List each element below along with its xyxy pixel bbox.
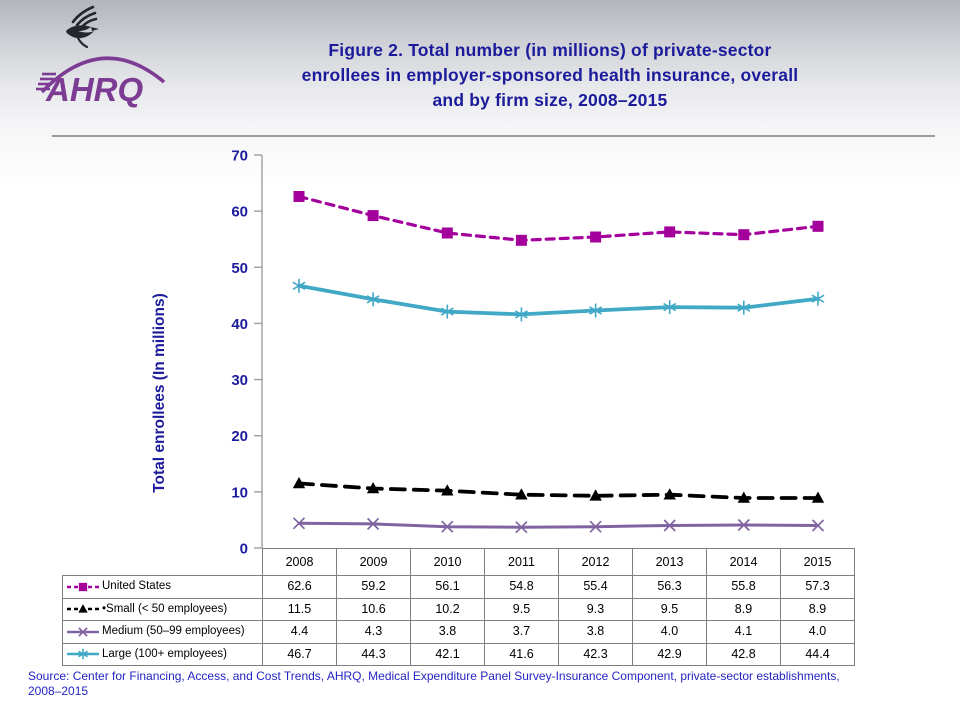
year-header-cell: 2008 — [262, 548, 337, 576]
source-note: Source: Center for Financing, Access, an… — [28, 669, 940, 699]
value-cell: 54.8 — [484, 575, 559, 599]
value-cell: 46.7 — [262, 642, 337, 667]
table-row-large: Large (100+ employees) 46.7 44.3 42.1 41.6 42… — [62, 642, 855, 667]
legend-label: Medium (50–99 employees) — [102, 625, 245, 638]
year-header-cell: 2011 — [484, 548, 559, 576]
series-united-states — [293, 191, 824, 246]
figure-title-line-3: and by firm size, 2008–2015 — [432, 90, 668, 110]
year-header-cell: 2012 — [558, 548, 633, 576]
source-note-line-2: 2008–2015 — [28, 684, 89, 698]
value-cell: 8.9 — [706, 597, 781, 622]
value-cell: 10.2 — [410, 597, 485, 622]
value-cell: 10.6 — [336, 597, 411, 622]
value-cell: 11.5 — [262, 597, 337, 622]
value-cell: 42.1 — [410, 642, 485, 667]
y-tick-label: 20 — [231, 428, 248, 445]
value-cell: 42.8 — [706, 642, 781, 667]
year-header-cell: 2013 — [632, 548, 707, 576]
value-cell: 3.8 — [558, 620, 633, 644]
value-cell: 56.1 — [410, 575, 485, 599]
value-cell: 4.1 — [706, 620, 781, 644]
legend-small-icon — [67, 604, 99, 613]
y-tick-label: 30 — [231, 372, 248, 389]
value-cell: 57.3 — [780, 575, 855, 599]
value-cell: 42.9 — [632, 642, 707, 667]
value-cell: 56.3 — [632, 575, 707, 599]
legend-cell-large: Large (100+ employees) — [62, 642, 263, 667]
figure-title-line-2: enrollees in employer-sponsored health i… — [301, 65, 799, 85]
value-cell: 4.0 — [632, 620, 707, 644]
value-cell: 8.9 — [780, 597, 855, 622]
series-large — [292, 278, 825, 322]
value-cell: 9.3 — [558, 597, 633, 622]
value-cell: 3.8 — [410, 620, 485, 644]
figure-title-line-1: Figure 2. Total number (in millions) of … — [328, 40, 772, 60]
value-cell: 4.0 — [780, 620, 855, 644]
line-chart: 0 10 20 30 40 50 60 70 — [231, 148, 825, 558]
value-cell: 55.8 — [706, 575, 781, 599]
year-header-cell: 2009 — [336, 548, 411, 576]
ahrq-logo: AHRQ — [36, 2, 186, 114]
table-row-medium: Medium (50–99 employees) 4.4 4.3 3.8 3.7 3.8 4… — [62, 620, 855, 644]
y-tick-label: 70 — [231, 148, 248, 165]
legend-label: •Small (< 50 employees) — [102, 602, 228, 615]
legend-label: United States — [102, 580, 172, 592]
table-row-united-states: United States 62.6 59.2 56.1 54.8 55.4 56.3 55.… — [62, 575, 855, 599]
table-corner — [63, 549, 263, 576]
y-tick-label: 10 — [231, 484, 248, 501]
value-cell: 44.4 — [780, 642, 855, 667]
hhs-eagle-icon — [66, 5, 99, 49]
year-header-cell: 2014 — [706, 548, 781, 576]
year-header-cell: 2010 — [410, 548, 485, 576]
value-cell: 42.3 — [558, 642, 633, 667]
series-medium — [292, 517, 825, 534]
header-divider — [52, 135, 935, 137]
value-cell: 9.5 — [484, 597, 559, 622]
legend-united-states-icon — [67, 582, 99, 591]
value-cell: 4.3 — [336, 620, 411, 644]
figure-title: Figure 2. Total number (in millions) of … — [200, 38, 900, 113]
y-tick-label: 0 — [240, 541, 248, 558]
value-cell: 4.4 — [262, 620, 337, 644]
source-note-line-1: Source: Center for Financing, Access, an… — [28, 669, 840, 683]
y-tick-label: 50 — [231, 260, 248, 277]
legend-cell-small: •Small (< 50 employees) — [62, 597, 263, 622]
value-cell: 44.3 — [336, 642, 411, 667]
legend-large-icon — [67, 648, 99, 660]
y-tick-label: 40 — [231, 316, 248, 333]
legend-cell-medium: Medium (50–99 employees) — [62, 620, 263, 644]
legend-cell-united-states: United States — [62, 575, 263, 599]
table-row-small: •Small (< 50 employees) 11.5 10.6 10.2 9.5 9.… — [62, 597, 855, 622]
value-cell: 59.2 — [336, 575, 411, 599]
value-cell: 62.6 — [262, 575, 337, 599]
y-tick-label: 60 — [231, 204, 248, 221]
value-cell: 9.5 — [632, 597, 707, 622]
ahrq-wordmark: AHRQ — [36, 56, 166, 108]
value-cell: 55.4 — [558, 575, 633, 599]
logo-text: AHRQ — [45, 71, 143, 108]
value-cell: 3.7 — [484, 620, 559, 644]
data-table: 2008 2009 2010 2011 2012 2013 2014 2015 United S… — [62, 548, 855, 667]
value-cell: 41.6 — [484, 642, 559, 667]
year-header-cell: 2015 — [780, 548, 855, 576]
series-small — [292, 476, 825, 503]
legend-medium-icon — [67, 626, 99, 637]
legend-label: Large (100+ employees) — [102, 647, 227, 660]
year-header-row: 2008 2009 2010 2011 2012 2013 2014 2015 — [63, 548, 855, 576]
